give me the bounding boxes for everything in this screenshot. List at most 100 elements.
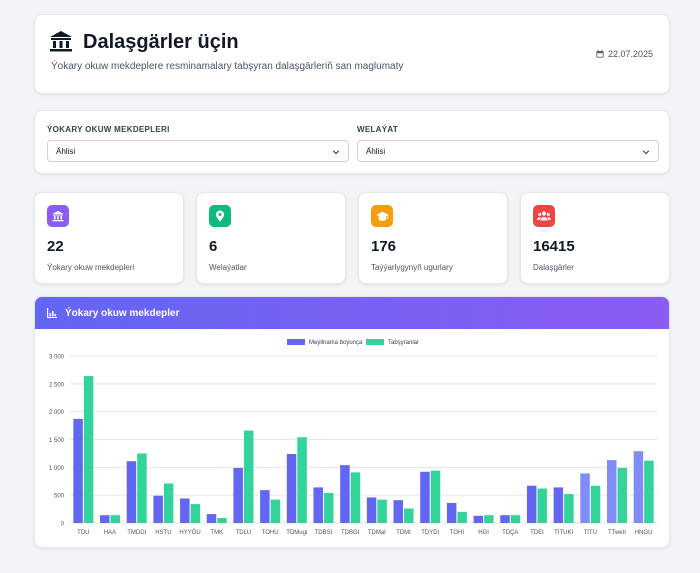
- bar-plan: [366, 497, 377, 523]
- university-icon: [52, 211, 64, 222]
- legend-label: Tabşyranlar: [388, 340, 419, 346]
- x-tick-label: TDEI: [530, 530, 544, 536]
- x-tick-label: TDBGI: [341, 530, 360, 536]
- y-tick-label: 0: [61, 522, 65, 528]
- chart-card: Ýokary okuw mekdepler 0 500 1 000 1 500 2 00…: [34, 296, 670, 548]
- stat-card-applicants: 16415 Dalaşgärler: [520, 192, 670, 284]
- y-tick-label: 2 500: [49, 382, 65, 388]
- bar-plan: [313, 487, 323, 523]
- stat-icon-box: [209, 205, 231, 227]
- x-tick-label: TITU: [584, 530, 597, 536]
- bar-submitted: [564, 494, 574, 523]
- bar-plan: [260, 490, 270, 523]
- bar-submitted: [217, 517, 227, 523]
- chevron-down-icon: [332, 150, 340, 155]
- x-tick-label: HSTU: [155, 530, 171, 536]
- bar-submitted: [590, 485, 601, 523]
- x-tick-label: TDLU: [236, 530, 252, 536]
- chevron-down-icon: [642, 150, 650, 155]
- stat-card-universities: 22 Ýokary okuw mekdepleri: [34, 192, 184, 284]
- bar-plan: [126, 461, 137, 523]
- university-filter-label: ÝOKARY OKUW MEKDEPLERI: [47, 125, 170, 134]
- bar-submitted: [243, 430, 254, 523]
- y-tick-label: 1 500: [49, 438, 65, 444]
- region-filter-label: WELAÝAT: [357, 125, 399, 134]
- x-tick-label: TDÇA: [502, 530, 518, 536]
- bar-plan: [100, 515, 110, 523]
- users-icon: [537, 211, 551, 221]
- date-text: 22.07.2025: [607, 49, 653, 59]
- university-select-value: Ählisi: [56, 146, 76, 156]
- bar-plan: [393, 500, 404, 523]
- stat-value: 16415: [533, 238, 575, 255]
- x-tick-label: TTweII: [608, 530, 626, 536]
- bar-plan: [340, 465, 350, 523]
- bar-plan: [153, 495, 163, 523]
- bar-submitted: [190, 504, 201, 523]
- x-tick-label: TDMaI: [368, 530, 386, 536]
- bar-submitted: [297, 437, 307, 523]
- stat-icon-box: [533, 205, 555, 227]
- stat-value: 6: [209, 238, 218, 255]
- x-tick-label: TOHU: [262, 530, 279, 536]
- bar-plan: [73, 418, 83, 523]
- bar-chart: 0 500 1 000 1 500 2 000 2 500 3 000 TDU HAA TMDDI…: [49, 339, 657, 536]
- legend-label: Meýilnama boýunça: [309, 340, 363, 346]
- chart-title: Ýokary okuw mekdepler: [65, 307, 180, 319]
- date-display: 22.07.2025: [596, 49, 653, 59]
- bar-submitted: [83, 376, 94, 523]
- region-select-value: Ählisi: [366, 146, 386, 156]
- stat-label: Ýokary okuw mekdepleri: [47, 263, 135, 272]
- university-select[interactable]: Ählisi: [47, 140, 349, 162]
- bar-submitted: [270, 499, 281, 523]
- bar-submitted: [644, 460, 654, 523]
- bar-submitted: [163, 483, 174, 523]
- y-tick-label: 1 000: [49, 466, 65, 472]
- bar-plan: [526, 485, 537, 523]
- bar-plan: [206, 514, 217, 523]
- bar-submitted: [404, 508, 414, 523]
- bar-plan: [633, 451, 644, 523]
- stat-label: Taýýarlygynyň ugurlary: [371, 263, 453, 272]
- bar-plan: [420, 471, 430, 523]
- bar-submitted: [537, 488, 547, 523]
- page-title: Dalaşgärler üçin: [83, 31, 239, 53]
- bar-plan: [500, 515, 510, 523]
- bar-submitted: [323, 492, 334, 523]
- bar-submitted: [110, 515, 121, 523]
- bar-plan: [446, 502, 457, 523]
- bar-submitted: [377, 499, 387, 523]
- stat-card-regions: 6 Welaýatlar: [196, 192, 346, 284]
- region-select[interactable]: Ählisi: [357, 140, 659, 162]
- x-tick-label: HNGU: [635, 530, 653, 536]
- map-pin-icon: [216, 210, 224, 222]
- x-tick-label: TOHI: [450, 530, 465, 536]
- bar-submitted: [430, 470, 441, 523]
- header-card: Dalaşgärler üçin Ýokary okuw mekdeplere …: [34, 14, 670, 94]
- bar-plan: [286, 453, 297, 523]
- bar-plan: [233, 467, 243, 523]
- stat-value: 176: [371, 238, 397, 255]
- chart-header: Ýokary okuw mekdepler: [35, 297, 669, 329]
- bar-plan: [180, 498, 190, 523]
- x-tick-label: TİTUKI: [554, 529, 573, 536]
- calendar-icon: [596, 50, 604, 58]
- y-tick-label: 2 000: [49, 410, 65, 416]
- legend-swatch: [366, 339, 384, 345]
- x-tick-label: HYYÖU: [179, 529, 200, 536]
- x-tick-label: TMDDI: [127, 530, 146, 536]
- bar-submitted: [484, 515, 494, 523]
- x-tick-label: TDU: [77, 530, 89, 536]
- university-icon: [50, 31, 72, 52]
- stat-icon-box: [47, 205, 69, 227]
- x-tick-label: HGI: [478, 530, 489, 536]
- bar-plan: [553, 487, 564, 523]
- chart-icon: [47, 308, 57, 318]
- bar-submitted: [350, 472, 361, 523]
- bar-submitted: [457, 511, 467, 523]
- graduation-cap-icon: [376, 211, 388, 221]
- legend-swatch: [287, 339, 305, 345]
- y-tick-label: 500: [54, 494, 65, 500]
- bar-submitted: [510, 515, 521, 523]
- stat-label: Dalaşgärler: [533, 263, 574, 272]
